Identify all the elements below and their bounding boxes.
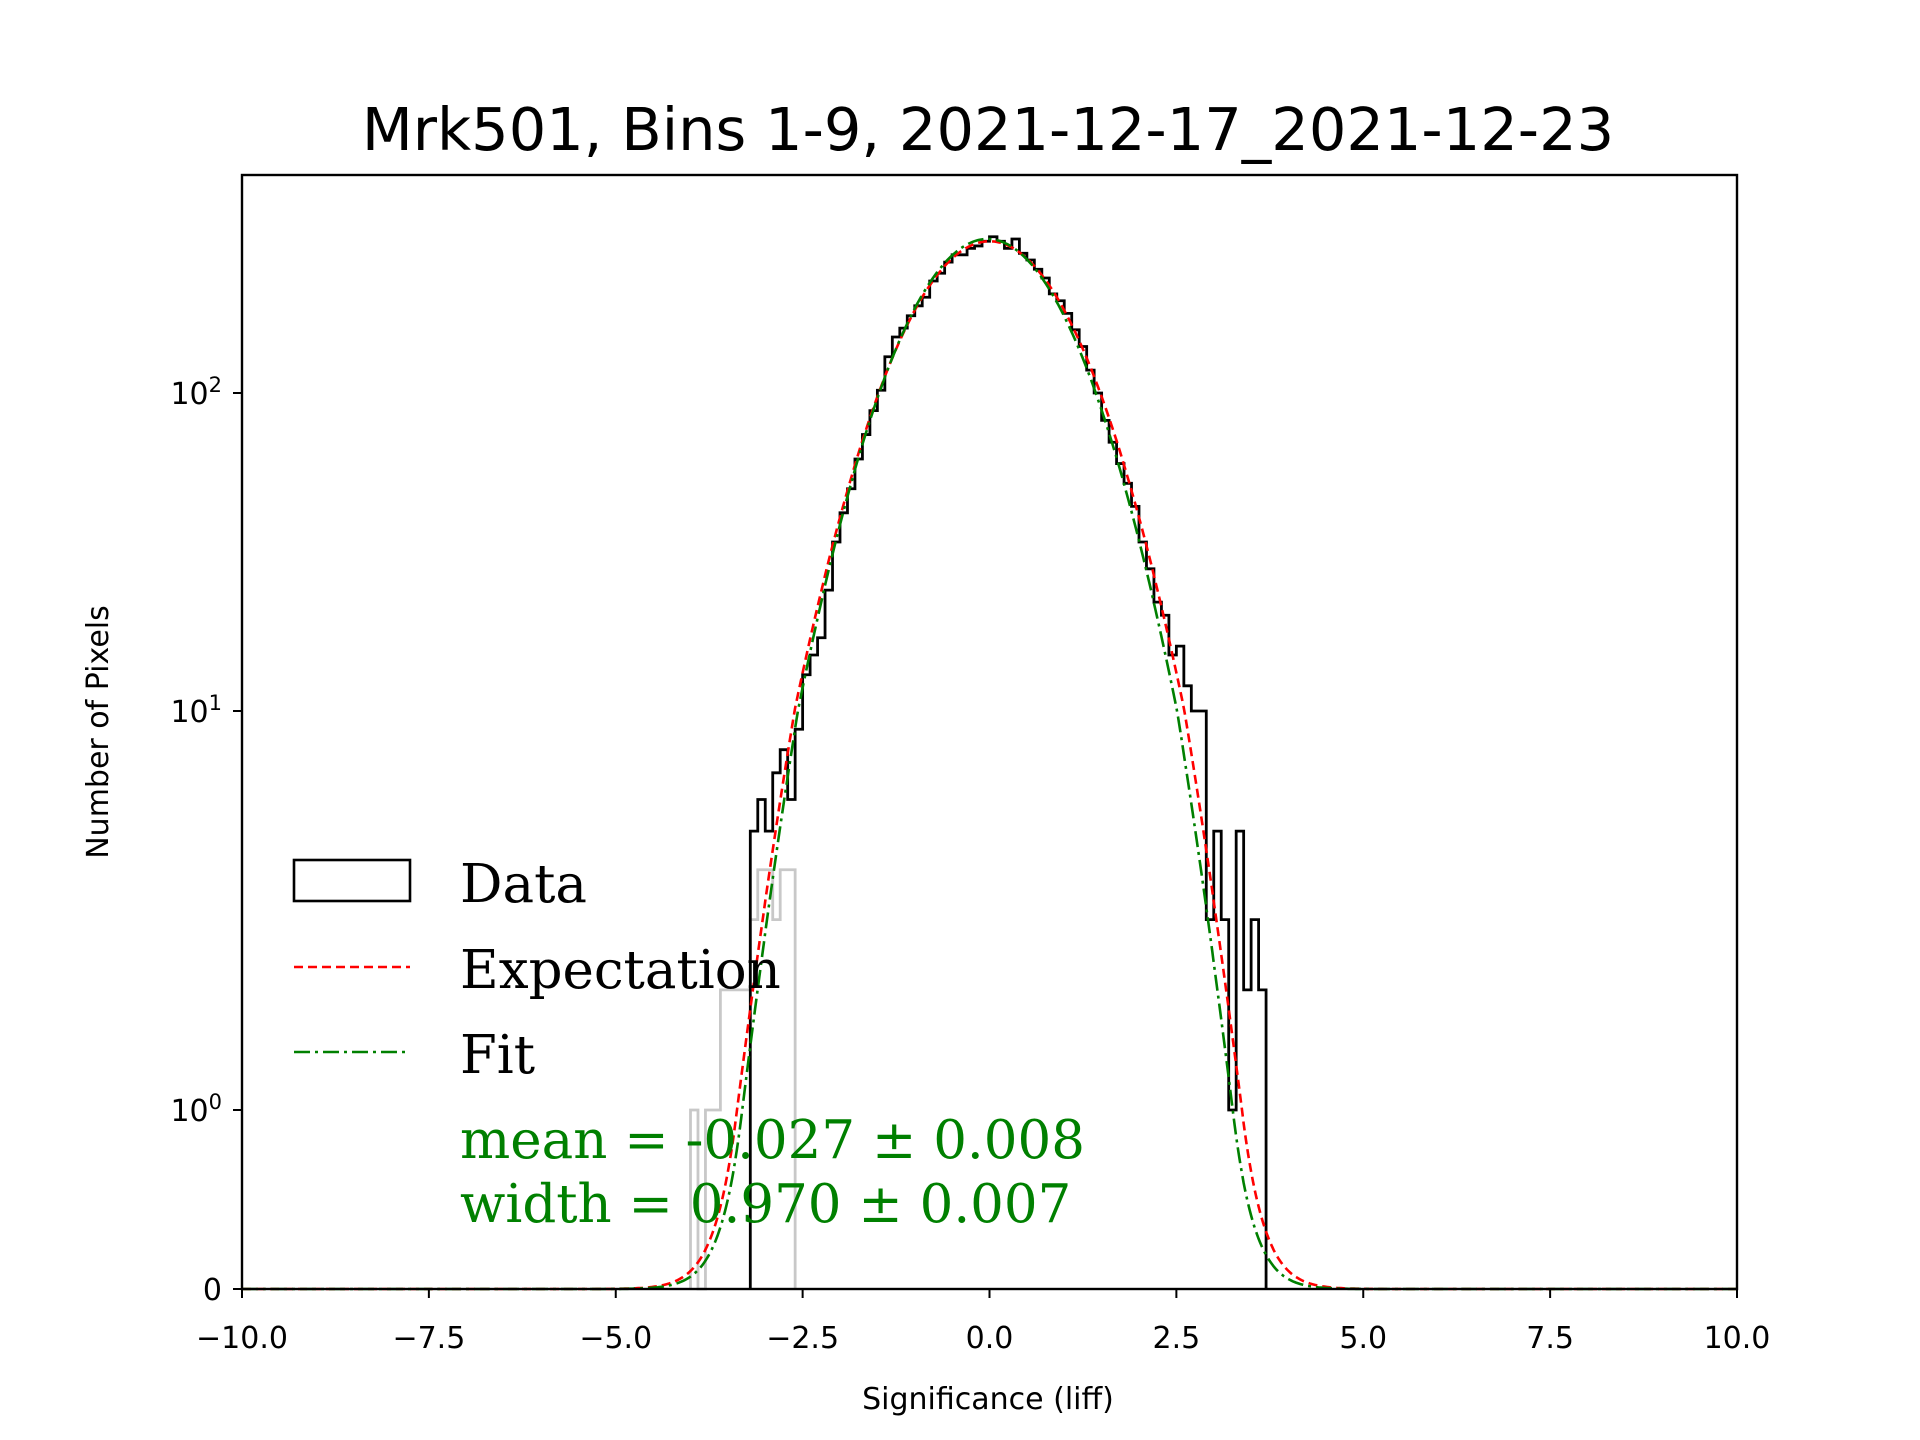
y-tick-base: 10 — [170, 377, 208, 412]
x-tick-label: 2.5 — [1153, 1321, 1201, 1356]
fit-width-annotation: width = 0.970 ± 0.007 — [460, 1174, 1071, 1235]
y-tick-base: 10 — [170, 695, 208, 730]
legend-label-expectation: Expectation — [460, 940, 781, 1001]
y-tick-base: 10 — [170, 1094, 208, 1129]
y-axis-label: Number of Pixels — [81, 605, 116, 859]
x-tick-label: 0.0 — [966, 1321, 1014, 1356]
legend-label-data: Data — [460, 854, 587, 915]
x-tick-label: 7.5 — [1526, 1321, 1574, 1356]
fit-mean-annotation: mean = -0.027 ± 0.008 — [460, 1110, 1085, 1171]
legend-label-fit: Fit — [460, 1025, 535, 1086]
y-tick-exponent: 1 — [209, 691, 222, 715]
x-tick-label: −10.0 — [196, 1321, 288, 1356]
x-tick-label: −2.5 — [766, 1321, 839, 1356]
x-tick-label: 5.0 — [1339, 1321, 1387, 1356]
y-tick-exponent: 2 — [209, 373, 222, 397]
legend: Data Expectation Fit — [292, 854, 781, 1086]
fit-curve — [242, 237, 1737, 1291]
y-tick-label: 100 — [170, 1090, 222, 1129]
x-tick-label: −5.0 — [579, 1321, 652, 1356]
y-tick-exponent: 0 — [209, 1090, 222, 1114]
x-axis: −10.0 −7.5 −5.0 −2.5 0.0 2.5 5.0 7.5 10.0 — [196, 1289, 1770, 1356]
y-tick-label: 102 — [170, 373, 222, 412]
chart-title: Mrk501, Bins 1-9, 2021-12-17_2021-12-23 — [362, 95, 1614, 164]
legend-swatch-data — [292, 858, 412, 903]
y-tick-base: 0 — [203, 1273, 222, 1308]
y-tick-label: 101 — [170, 691, 222, 730]
x-tick-label: 10.0 — [1704, 1321, 1771, 1356]
x-axis-label: Significance (liff) — [862, 1382, 1114, 1417]
x-tick-label: −7.5 — [392, 1321, 465, 1356]
y-tick-label: 0 — [203, 1273, 222, 1308]
